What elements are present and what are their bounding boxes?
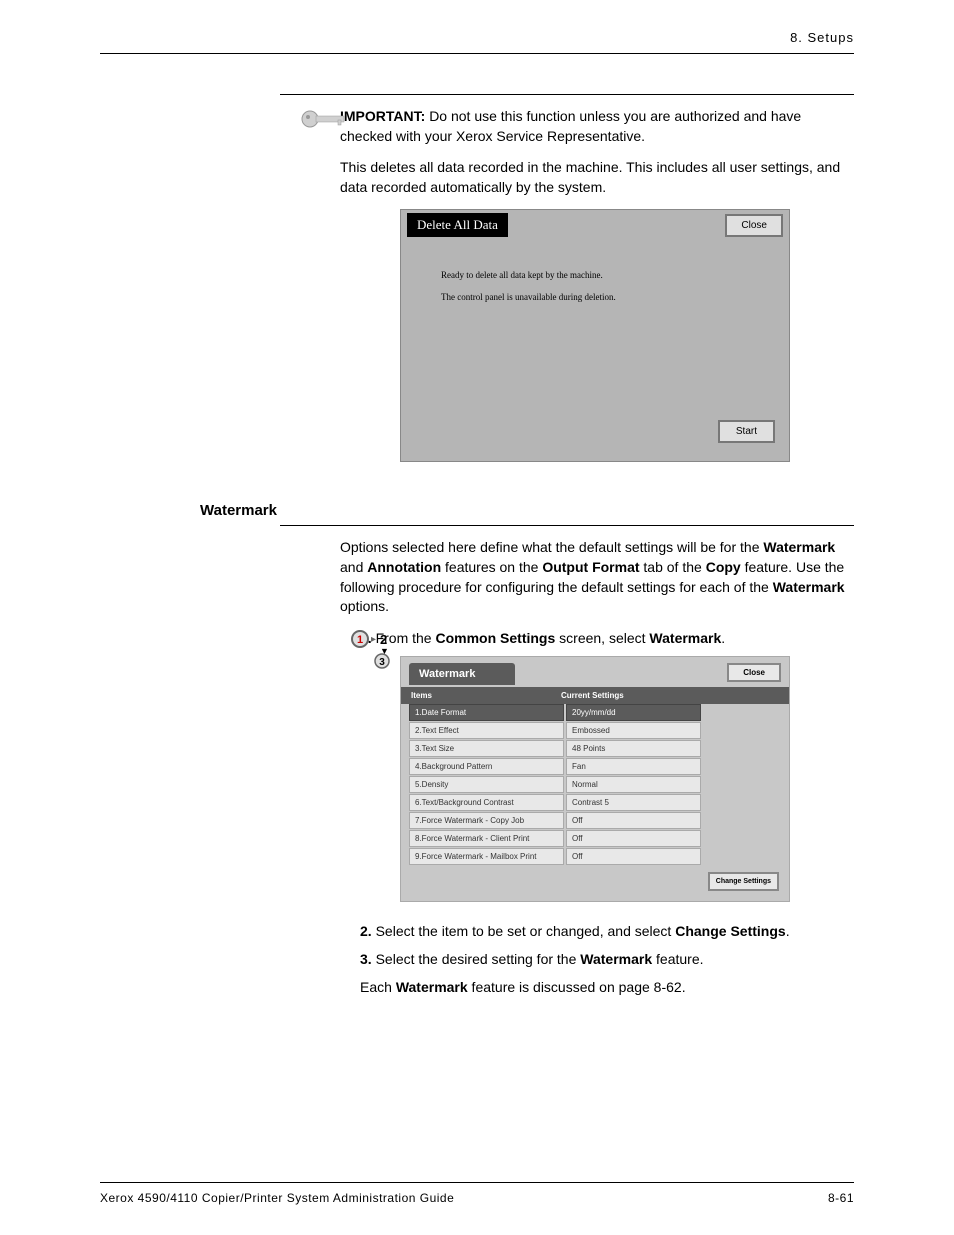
delete-all-data-dialog: Delete All Data Close Ready to delete al… — [400, 209, 790, 462]
step-bold: Common Settings — [435, 630, 555, 646]
step-3: 3. Select the desired setting for the Wa… — [360, 950, 854, 970]
row-item: 7.Force Watermark - Copy Job — [409, 812, 564, 829]
step-4: Each Watermark feature is discussed on p… — [360, 978, 854, 998]
table-row[interactable]: 7.Force Watermark - Copy JobOff — [409, 812, 781, 830]
step-2: 2. Select the item to be set or changed,… — [360, 922, 854, 942]
table-row[interactable]: 5.DensityNormal — [409, 776, 781, 794]
section-divider-1 — [280, 94, 854, 95]
col-settings-header: Current Settings — [561, 691, 624, 700]
watermark-intro: Options selected here define what the de… — [340, 538, 854, 616]
important-label: IMPORTANT: — [340, 108, 425, 124]
step-text-fragment: feature is discussed on page 8-62. — [468, 979, 686, 995]
page-footer: Xerox 4590/4110 Copier/Printer System Ad… — [100, 1182, 854, 1205]
step-bold: Watermark — [580, 951, 652, 967]
row-setting: Contrast 5 — [566, 794, 701, 811]
row-setting: Normal — [566, 776, 701, 793]
intro-text: features on the — [441, 559, 542, 575]
svg-text:2: 2 — [380, 632, 387, 647]
intro-text: and — [340, 559, 367, 575]
header-divider — [100, 53, 854, 54]
row-item: 5.Density — [409, 776, 564, 793]
dialog1-start-button[interactable]: Start — [718, 420, 775, 443]
row-item: 8.Force Watermark - Client Print — [409, 830, 564, 847]
table-row[interactable]: 8.Force Watermark - Client PrintOff — [409, 830, 781, 848]
row-setting: Fan — [566, 758, 701, 775]
row-setting: Embossed — [566, 722, 701, 739]
intro-bold: Copy — [706, 559, 741, 575]
row-item: 6.Text/Background Contrast — [409, 794, 564, 811]
watermark-dialog: Watermark Close Items Current Settings 1… — [400, 656, 790, 902]
intro-bold: Output Format — [542, 559, 639, 575]
table-row[interactable]: 6.Text/Background ContrastContrast 5 — [409, 794, 781, 812]
step-123-icon: 1 ▸ 2 ▼ 3 — [350, 629, 394, 669]
step-text-fragment: Select the item to be set or changed, an… — [376, 923, 676, 939]
step-text-fragment: Each — [360, 979, 396, 995]
table-row[interactable]: 3.Text Size48 Points — [409, 740, 781, 758]
row-setting: Off — [566, 812, 701, 829]
footer-left: Xerox 4590/4110 Copier/Printer System Ad… — [100, 1191, 454, 1205]
dialog1-close-button[interactable]: Close — [725, 214, 783, 237]
table-row[interactable]: 9.Force Watermark - Mailbox PrintOff — [409, 848, 781, 866]
intro-text: options. — [340, 598, 389, 614]
row-setting: 48 Points — [566, 740, 701, 757]
row-item: 2.Text Effect — [409, 722, 564, 739]
key-icon — [300, 105, 348, 133]
step-text-fragment: screen, select — [555, 630, 649, 646]
step-bold: Watermark — [396, 979, 468, 995]
step-bold: Change Settings — [675, 923, 785, 939]
footer-divider — [100, 1182, 854, 1183]
dialog1-body: Ready to delete all data kept by the mac… — [401, 240, 789, 420]
col-items-header: Items — [411, 691, 561, 700]
dialog2-table: 1.Date Format20yy/mm/dd2.Text EffectEmbo… — [401, 704, 789, 866]
dialog1-line2: The control panel is unavailable during … — [441, 292, 759, 302]
row-item: 1.Date Format — [409, 704, 564, 721]
step-1: 1. From the Common Settings screen, sele… — [360, 629, 854, 649]
chapter-header: 8. Setups — [100, 30, 854, 45]
important-paragraph: IMPORTANT: Do not use this function unle… — [340, 107, 854, 146]
step-text-fragment: Select the desired setting for the — [376, 951, 581, 967]
section-divider-2 — [280, 525, 854, 526]
footer-right: 8-61 — [828, 1191, 854, 1205]
row-setting: 20yy/mm/dd — [566, 704, 701, 721]
svg-text:1: 1 — [357, 634, 363, 646]
dialog1-line1: Ready to delete all data kept by the mac… — [441, 270, 759, 280]
description-text: This deletes all data recorded in the ma… — [340, 158, 854, 197]
row-setting: Off — [566, 848, 701, 865]
svg-text:▸: ▸ — [371, 634, 376, 645]
table-row[interactable]: 2.Text EffectEmbossed — [409, 722, 781, 740]
row-item: 4.Background Pattern — [409, 758, 564, 775]
intro-text: Options selected here define what the de… — [340, 539, 763, 555]
intro-bold: Annotation — [367, 559, 441, 575]
step-bold: Watermark — [649, 630, 721, 646]
step-text-fragment: feature. — [652, 951, 703, 967]
intro-bold: Watermark — [763, 539, 835, 555]
table-row[interactable]: 1.Date Format20yy/mm/dd — [409, 704, 781, 722]
change-settings-button[interactable]: Change Settings — [708, 872, 779, 891]
watermark-heading: Watermark — [200, 502, 854, 519]
dialog2-column-header: Items Current Settings — [401, 687, 789, 704]
step-text-fragment: . — [721, 630, 725, 646]
dialog2-close-button[interactable]: Close — [727, 663, 781, 682]
table-row[interactable]: 4.Background PatternFan — [409, 758, 781, 776]
dialog2-title: Watermark — [409, 663, 515, 685]
intro-text: tab of the — [640, 559, 706, 575]
intro-bold: Watermark — [773, 579, 845, 595]
row-item: 3.Text Size — [409, 740, 564, 757]
svg-text:3: 3 — [379, 657, 385, 668]
row-item: 9.Force Watermark - Mailbox Print — [409, 848, 564, 865]
step-text-fragment: . — [786, 923, 790, 939]
dialog1-title: Delete All Data — [407, 213, 508, 237]
row-setting: Off — [566, 830, 701, 847]
